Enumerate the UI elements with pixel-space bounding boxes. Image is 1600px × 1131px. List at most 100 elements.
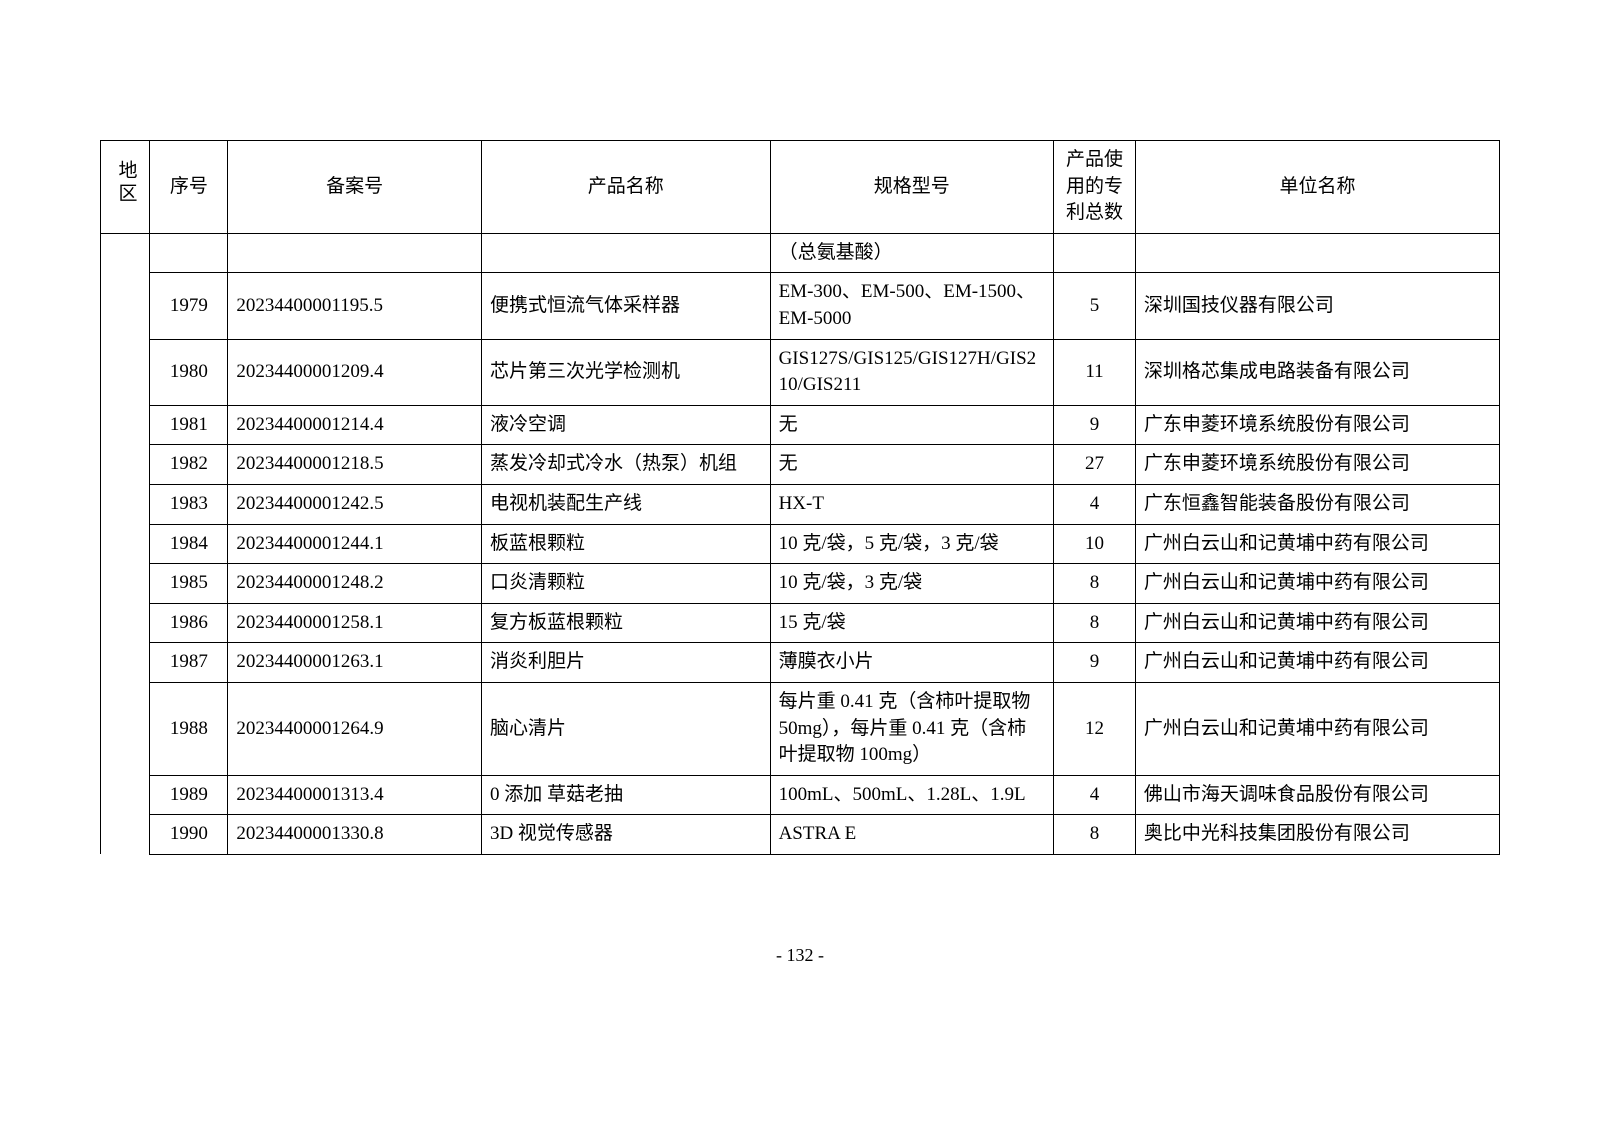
table-cell: 11 xyxy=(1054,339,1136,405)
table-cell: 电视机装配生产线 xyxy=(481,484,770,524)
header-seq: 序号 xyxy=(150,141,228,234)
table-row: 197920234400001195.5便携式恒流气体采样器EM-300、EM-… xyxy=(101,273,1500,339)
table-cell: 广东恒鑫智能装备股份有限公司 xyxy=(1135,484,1499,524)
table-row: （总氨基酸） xyxy=(101,233,1500,273)
table-cell: EM-300、EM-500、EM-1500、EM-5000 xyxy=(770,273,1053,339)
records-table: 地区 序号 备案号 产品名称 规格型号 产品使用的专利总数 单位名称 （总氨基酸… xyxy=(100,140,1500,855)
page-number: - 132 - xyxy=(100,945,1500,966)
table-cell: 1981 xyxy=(150,405,228,445)
table-cell: 口炎清颗粒 xyxy=(481,564,770,604)
table-cell: 12 xyxy=(1054,682,1136,775)
table-cell: 薄膜衣小片 xyxy=(770,643,1053,683)
table-cell: 1986 xyxy=(150,603,228,643)
table-row: 198720234400001263.1消炎利胆片薄膜衣小片9广州白云山和记黄埔… xyxy=(101,643,1500,683)
header-region: 地区 xyxy=(101,141,150,234)
table-cell: 佛山市海天调味食品股份有限公司 xyxy=(1135,775,1499,815)
table-row: 198320234400001242.5电视机装配生产线HX-T4广东恒鑫智能装… xyxy=(101,484,1500,524)
table-header-row: 地区 序号 备案号 产品名称 规格型号 产品使用的专利总数 单位名称 xyxy=(101,141,1500,234)
table-cell: 3D 视觉传感器 xyxy=(481,815,770,855)
table-cell xyxy=(150,233,228,273)
table-cell: 10 克/袋，3 克/袋 xyxy=(770,564,1053,604)
table-cell: 1989 xyxy=(150,775,228,815)
table-cell: 广州白云山和记黄埔中药有限公司 xyxy=(1135,643,1499,683)
table-cell: 1982 xyxy=(150,445,228,485)
table-cell: 4 xyxy=(1054,484,1136,524)
table-row: 198020234400001209.4芯片第三次光学检测机GIS127S/GI… xyxy=(101,339,1500,405)
table-cell: 无 xyxy=(770,445,1053,485)
table-cell: 20234400001244.1 xyxy=(228,524,482,564)
table-cell: 100mL、500mL、1.28L、1.9L xyxy=(770,775,1053,815)
table-row: 198920234400001313.40 添加 草菇老抽100mL、500mL… xyxy=(101,775,1500,815)
table-cell: 脑心清片 xyxy=(481,682,770,775)
table-cell: 1983 xyxy=(150,484,228,524)
table-cell: 1979 xyxy=(150,273,228,339)
table-row: 198220234400001218.5蒸发冷却式冷水（热泵）机组无27广东申菱… xyxy=(101,445,1500,485)
table-cell: 1984 xyxy=(150,524,228,564)
header-spec: 规格型号 xyxy=(770,141,1053,234)
header-product: 产品名称 xyxy=(481,141,770,234)
table-cell: 无 xyxy=(770,405,1053,445)
table-cell: 广东申菱环境系统股份有限公司 xyxy=(1135,445,1499,485)
table-cell: 8 xyxy=(1054,564,1136,604)
table-cell: 20234400001330.8 xyxy=(228,815,482,855)
table-cell: 27 xyxy=(1054,445,1136,485)
table-row: 198520234400001248.2口炎清颗粒10 克/袋，3 克/袋8广州… xyxy=(101,564,1500,604)
table-cell: 20234400001248.2 xyxy=(228,564,482,604)
table-cell: 1990 xyxy=(150,815,228,855)
table-cell: 1987 xyxy=(150,643,228,683)
table-cell: 深圳格芯集成电路装备有限公司 xyxy=(1135,339,1499,405)
table-cell xyxy=(1054,233,1136,273)
table-cell: 广州白云山和记黄埔中药有限公司 xyxy=(1135,524,1499,564)
table-cell: 20234400001195.5 xyxy=(228,273,482,339)
table-cell: 10 克/袋，5 克/袋，3 克/袋 xyxy=(770,524,1053,564)
table-cell: 1988 xyxy=(150,682,228,775)
table-cell: 1985 xyxy=(150,564,228,604)
table-cell: 20234400001242.5 xyxy=(228,484,482,524)
table-cell: HX-T xyxy=(770,484,1053,524)
table-cell: 广州白云山和记黄埔中药有限公司 xyxy=(1135,603,1499,643)
table-cell: 芯片第三次光学检测机 xyxy=(481,339,770,405)
header-patent: 产品使用的专利总数 xyxy=(1054,141,1136,234)
region-cell xyxy=(101,233,150,854)
table-cell: 20234400001264.9 xyxy=(228,682,482,775)
table-cell: 4 xyxy=(1054,775,1136,815)
table-cell: 20234400001263.1 xyxy=(228,643,482,683)
table-cell: ASTRA E xyxy=(770,815,1053,855)
table-cell: 9 xyxy=(1054,643,1136,683)
table-cell: 便携式恒流气体采样器 xyxy=(481,273,770,339)
table-cell: 板蓝根颗粒 xyxy=(481,524,770,564)
table-cell: 液冷空调 xyxy=(481,405,770,445)
table-cell: 15 克/袋 xyxy=(770,603,1053,643)
table-cell xyxy=(228,233,482,273)
table-cell: 20234400001258.1 xyxy=(228,603,482,643)
table-cell: 蒸发冷却式冷水（热泵）机组 xyxy=(481,445,770,485)
table-cell: 0 添加 草菇老抽 xyxy=(481,775,770,815)
table-cell: 广州白云山和记黄埔中药有限公司 xyxy=(1135,682,1499,775)
table-row: 198120234400001214.4液冷空调无9广东申菱环境系统股份有限公司 xyxy=(101,405,1500,445)
header-record: 备案号 xyxy=(228,141,482,234)
table-cell: 深圳国技仪器有限公司 xyxy=(1135,273,1499,339)
table-cell: 10 xyxy=(1054,524,1136,564)
table-cell: 8 xyxy=(1054,603,1136,643)
table-cell: 5 xyxy=(1054,273,1136,339)
table-cell: 消炎利胆片 xyxy=(481,643,770,683)
table-cell: GIS127S/GIS125/GIS127H/GIS210/GIS211 xyxy=(770,339,1053,405)
table-cell: 8 xyxy=(1054,815,1136,855)
table-row: 198420234400001244.1板蓝根颗粒10 克/袋，5 克/袋，3 … xyxy=(101,524,1500,564)
table-row: 198620234400001258.1复方板蓝根颗粒15 克/袋8广州白云山和… xyxy=(101,603,1500,643)
table-cell: （总氨基酸） xyxy=(770,233,1053,273)
header-unit: 单位名称 xyxy=(1135,141,1499,234)
table-cell: 20234400001209.4 xyxy=(228,339,482,405)
table-cell: 奥比中光科技集团股份有限公司 xyxy=(1135,815,1499,855)
table-cell: 9 xyxy=(1054,405,1136,445)
table-cell: 广东申菱环境系统股份有限公司 xyxy=(1135,405,1499,445)
table-cell: 20234400001218.5 xyxy=(228,445,482,485)
table-cell xyxy=(481,233,770,273)
table-cell: 复方板蓝根颗粒 xyxy=(481,603,770,643)
table-cell: 20234400001313.4 xyxy=(228,775,482,815)
table-row: 198820234400001264.9脑心清片每片重 0.41 克（含柿叶提取… xyxy=(101,682,1500,775)
table-cell: 1980 xyxy=(150,339,228,405)
table-cell: 广州白云山和记黄埔中药有限公司 xyxy=(1135,564,1499,604)
table-cell: 每片重 0.41 克（含柿叶提取物 50mg），每片重 0.41 克（含柿叶提取… xyxy=(770,682,1053,775)
table-cell: 20234400001214.4 xyxy=(228,405,482,445)
